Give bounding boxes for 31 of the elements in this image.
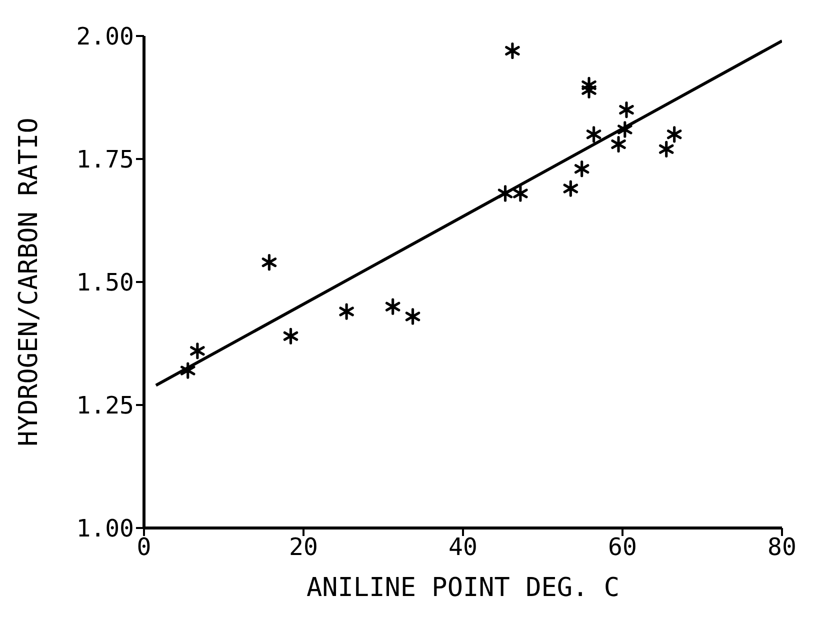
point (405, 308, 420, 325)
x-tick-label: 20 (289, 533, 318, 562)
x-tick-label: 40 (448, 533, 478, 562)
point (618, 121, 632, 138)
point (666, 126, 682, 143)
point (505, 42, 520, 60)
point (498, 185, 513, 202)
point (513, 185, 528, 202)
point (586, 126, 602, 143)
y-tick-label: 2.00 (76, 22, 134, 51)
point (619, 102, 634, 118)
x-tick-label: 0 (136, 533, 152, 562)
point (180, 362, 196, 379)
y-tick-label: 1.25 (76, 392, 134, 420)
x-axis-title: ANILINE POINT DEG. C (306, 573, 620, 603)
point (563, 180, 578, 197)
point (339, 303, 354, 320)
point (659, 140, 674, 158)
y-tick-label: 1.00 (76, 514, 134, 543)
y-tick-label: 1.50 (76, 268, 134, 297)
point (283, 328, 298, 344)
point (190, 342, 205, 360)
point (262, 254, 277, 271)
x-tick-label: 60 (608, 533, 637, 562)
y-axis-title: HYDROGEN/CARBON RATIO (14, 118, 44, 446)
point (611, 136, 626, 153)
y-tick-label: 1.75 (76, 146, 134, 174)
point (574, 160, 590, 178)
point (582, 82, 596, 98)
x-tick-label: 80 (768, 533, 796, 562)
point (385, 298, 400, 315)
